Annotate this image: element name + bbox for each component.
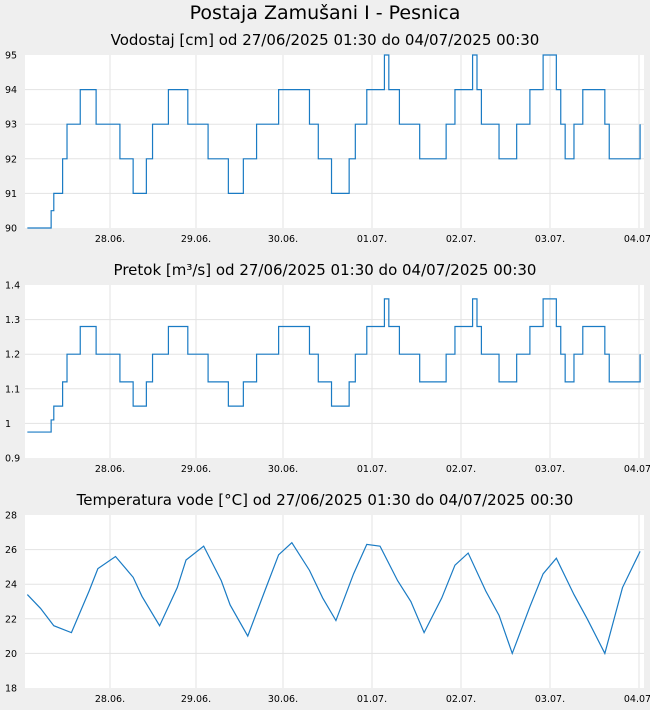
series-line-0 bbox=[27, 54, 641, 229]
y-tick-label: 1.2 bbox=[5, 350, 20, 361]
y-tick-label: 1.3 bbox=[5, 315, 20, 326]
x-tick-label: 30.06. bbox=[268, 464, 298, 475]
x-tick-label: 30.06. bbox=[268, 234, 298, 245]
x-tick-label: 04.07. bbox=[624, 694, 650, 705]
y-tick-label: 91 bbox=[5, 189, 17, 200]
y-tick-label: 95 bbox=[5, 51, 17, 62]
x-tick-label: 01.07. bbox=[357, 464, 387, 475]
y-tick-label: 1 bbox=[5, 419, 11, 430]
chart-panel-pretok: Pretok [m³/s] od 27/06/2025 01:30 do 04/… bbox=[5, 261, 650, 475]
y-tick-label: 90 bbox=[5, 224, 17, 235]
x-tick-label: 03.07. bbox=[535, 694, 565, 705]
x-tick-label: 29.06. bbox=[181, 694, 211, 705]
y-tick-label: 20 bbox=[5, 649, 17, 660]
chart-panel-temperatura: Temperatura vode [°C] od 27/06/2025 01:3… bbox=[5, 491, 650, 705]
x-tick-label: 29.06. bbox=[181, 234, 211, 245]
y-tick-label: 1.1 bbox=[5, 384, 20, 395]
y-tick-label: 0.9 bbox=[5, 454, 20, 465]
y-tick-label: 18 bbox=[5, 684, 17, 695]
series-line-0 bbox=[27, 298, 641, 433]
x-tick-label: 02.07. bbox=[446, 694, 476, 705]
y-tick-label: 1.4 bbox=[5, 281, 20, 292]
plot-area bbox=[25, 55, 644, 228]
x-tick-label: 28.06. bbox=[95, 234, 125, 245]
y-tick-label: 28 bbox=[5, 511, 17, 522]
chart-title: Temperatura vode [°C] od 27/06/2025 01:3… bbox=[76, 491, 574, 509]
y-tick-label: 93 bbox=[5, 120, 17, 131]
series-line-0 bbox=[26, 541, 641, 656]
y-tick-label: 24 bbox=[5, 580, 17, 591]
x-tick-label: 03.07. bbox=[535, 464, 565, 475]
x-tick-label: 02.07. bbox=[446, 464, 476, 475]
x-tick-label: 04.07. bbox=[624, 234, 650, 245]
y-tick-label: 26 bbox=[5, 545, 17, 556]
chart-title: Vodostaj [cm] od 27/06/2025 01:30 do 04/… bbox=[111, 31, 540, 49]
chart-panel-vodostaj: Vodostaj [cm] od 27/06/2025 01:30 do 04/… bbox=[5, 31, 650, 245]
chart-title: Pretok [m³/s] od 27/06/2025 01:30 do 04/… bbox=[114, 261, 537, 279]
y-tick-label: 94 bbox=[5, 85, 17, 96]
x-tick-label: 28.06. bbox=[95, 694, 125, 705]
plot-area bbox=[25, 285, 644, 458]
x-tick-label: 30.06. bbox=[268, 694, 298, 705]
x-tick-label: 03.07. bbox=[535, 234, 565, 245]
y-tick-label: 22 bbox=[5, 614, 17, 625]
x-tick-label: 28.06. bbox=[95, 464, 125, 475]
y-tick-label: 92 bbox=[5, 154, 17, 165]
x-tick-label: 02.07. bbox=[446, 234, 476, 245]
x-tick-label: 01.07. bbox=[357, 694, 387, 705]
x-tick-label: 29.06. bbox=[181, 464, 211, 475]
x-tick-label: 01.07. bbox=[357, 234, 387, 245]
page-title: Postaja Zamušani I - Pesnica bbox=[189, 2, 461, 24]
x-tick-label: 04.07. bbox=[624, 464, 650, 475]
plot-area bbox=[25, 515, 644, 688]
